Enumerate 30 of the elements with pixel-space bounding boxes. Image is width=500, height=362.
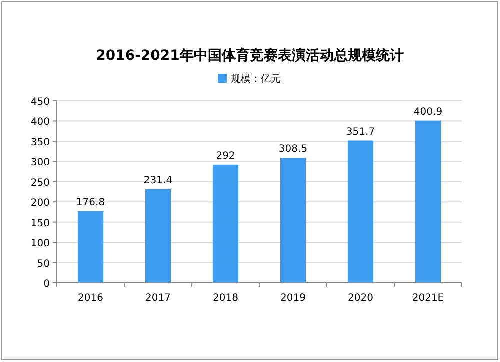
legend-label: 规模：亿元 [231, 73, 281, 85]
bar [212, 164, 239, 283]
data-label: 292 [216, 150, 236, 162]
data-label: 176.8 [76, 197, 106, 208]
bar [348, 140, 374, 283]
y-tick-label: 0 [44, 279, 50, 290]
y-tick-label: 150 [30, 218, 50, 230]
x-tick-label: 2019 [280, 293, 306, 304]
y-tick-label: 350 [30, 137, 50, 148]
data-label: 231.4 [144, 175, 173, 186]
x-tick-label: 2018 [213, 293, 238, 304]
y-tick-label: 250 [30, 178, 50, 189]
bar [415, 120, 442, 283]
data-label: 400.9 [414, 106, 443, 118]
y-tick-label: 100 [30, 238, 50, 250]
data-label: 308.5 [278, 144, 308, 156]
y-tick-label: 400 [30, 117, 50, 128]
y-tick-label: 200 [30, 198, 50, 210]
bar [280, 158, 306, 283]
x-tick-label: 2017 [146, 293, 171, 304]
chart-title: 2016-2021年中国体育竞赛表演活动总规模统计 [96, 47, 404, 64]
data-label: 351.7 [346, 126, 376, 138]
bar [78, 211, 104, 283]
y-tick-label: 50 [37, 258, 50, 270]
x-tick-label: 2020 [348, 293, 374, 304]
y-tick-label: 450 [30, 97, 50, 108]
bar [145, 189, 172, 283]
x-tick-label: 2021E [412, 293, 444, 304]
x-tick-label: 2016 [78, 293, 104, 304]
y-tick-label: 300 [30, 158, 50, 169]
